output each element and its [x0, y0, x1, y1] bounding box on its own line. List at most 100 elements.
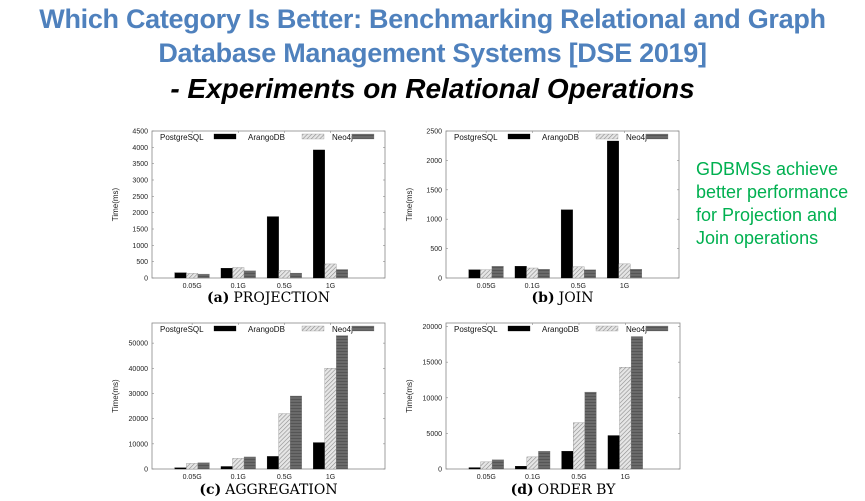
bar-arangodb-0_5g: [573, 422, 585, 470]
y-tick-label: 1000: [426, 217, 442, 224]
y-tick-label: 20000: [423, 324, 443, 331]
bar-arangodb-0_05g: [480, 461, 493, 470]
y-axis-label: Time(ms): [111, 187, 120, 221]
bar-neo4j-0_1g: [537, 269, 550, 279]
legend-label-neo4j: Neo4j: [332, 133, 353, 142]
plot-frame: [151, 322, 386, 470]
bar-arangodb-1g: [324, 263, 337, 279]
bar-arangodb-0_05g: [480, 269, 493, 279]
bar-postgresql-0_1g: [220, 268, 233, 279]
bar-neo4j-0_5g: [290, 272, 302, 279]
conclusion-note: GDBMSs achieve better performance for Pr…: [696, 158, 848, 250]
caption-letter: (b): [532, 290, 555, 306]
note-line: Join operations: [696, 228, 819, 248]
x-tick-label: 0.1G: [525, 474, 540, 481]
x-tick-label: 1G: [326, 474, 335, 481]
bar-neo4j-0_05g: [197, 273, 210, 279]
chart-caption: (b) JOIN: [532, 290, 594, 306]
bar-postgresql-0_05g: [468, 269, 481, 279]
bar-postgresql-0_05g: [174, 272, 187, 279]
bar-neo4j-0_05g: [197, 462, 210, 470]
legend-swatch-neo4j: [351, 133, 375, 140]
x-tick-label: 0.5G: [571, 283, 586, 290]
y-tick-label: 40000: [129, 366, 149, 373]
y-tick-label: 10000: [423, 395, 443, 402]
bar-postgresql-0_5g: [560, 209, 573, 279]
y-tick-label: 2000: [132, 210, 148, 217]
caption-text: ORDER BY: [538, 482, 616, 498]
bar-arangodb-0_5g: [278, 413, 291, 470]
bar-neo4j-0_5g: [290, 395, 302, 470]
bar-neo4j-1g: [336, 269, 349, 279]
bar-arangodb-1g: [324, 368, 337, 470]
bar-postgresql-0_1g: [220, 466, 233, 470]
y-tick-label: 2500: [132, 194, 148, 201]
legend-swatch-postgresql: [507, 133, 531, 140]
y-tick-label: 4000: [132, 145, 148, 152]
y-tick-label: 0: [144, 276, 148, 283]
y-tick-label: 30000: [129, 391, 149, 398]
y-tick-label: 4500: [132, 129, 148, 136]
legend-swatch-arangodb: [595, 133, 619, 140]
bar-postgresql-0_05g: [468, 467, 481, 470]
bar-arangodb-1g: [619, 367, 632, 470]
bar-arangodb-1g: [618, 263, 631, 279]
note-line: GDBMSs achieve: [696, 159, 839, 179]
chart-caption: (a) PROJECTION: [207, 290, 330, 306]
bar-neo4j-1g: [336, 335, 349, 470]
bar-neo4j-0_1g: [243, 270, 256, 279]
y-tick-label: 10000: [129, 441, 149, 448]
y-tick-label: 50000: [129, 341, 149, 348]
bar-arangodb-0_1g: [526, 456, 539, 470]
y-tick-label: 2500: [426, 129, 442, 136]
legend-label-arangodb: ArangoDB: [542, 133, 579, 142]
x-tick-label: 0.1G: [525, 283, 540, 290]
bar-postgresql-1g: [607, 435, 620, 470]
legend-label-postgresql: PostgreSQL: [454, 325, 498, 334]
chart-panel-projection: 0 500 1000 1500 2000 2500 3000 3500 4000 4500 Time…: [111, 129, 386, 306]
legend-swatch-postgresql: [507, 325, 531, 332]
y-tick-label: 1000: [132, 243, 148, 250]
x-tick-label: 0.5G: [277, 474, 292, 481]
y-tick-label: 1500: [426, 187, 442, 194]
legend-swatch-neo4j: [351, 325, 375, 332]
x-tick-label: 0.5G: [277, 283, 292, 290]
legend-swatch-postgresql: [213, 325, 237, 332]
bar-postgresql-1g: [313, 149, 325, 279]
bar-postgresql-0_5g: [561, 451, 574, 470]
y-tick-label: 1500: [132, 227, 148, 234]
caption-letter: (d): [511, 482, 534, 498]
legend-label-postgresql: PostgreSQL: [160, 133, 204, 142]
bar-postgresql-0_5g: [266, 216, 279, 279]
note-line: for Projection and: [696, 205, 838, 225]
bar-postgresql-0_05g: [174, 467, 187, 470]
legend-label-arangodb: ArangoDB: [248, 325, 285, 334]
caption-letter: (c): [199, 482, 221, 498]
x-tick-label: 0.05G: [477, 283, 496, 290]
y-tick-label: 15000: [423, 360, 443, 367]
bar-arangodb-0_5g: [572, 266, 585, 279]
legend-label-neo4j: Neo4j: [626, 325, 647, 334]
bar-neo4j-0_1g: [538, 451, 551, 470]
y-tick-label: 0: [144, 467, 148, 474]
x-tick-label: 1G: [620, 283, 629, 290]
legend-label-neo4j: Neo4j: [626, 133, 647, 142]
y-tick-label: 500: [136, 259, 148, 266]
bar-arangodb-0_05g: [186, 273, 199, 279]
bar-postgresql-0_5g: [266, 456, 279, 470]
y-tick-label: 5000: [426, 431, 442, 438]
y-tick-label: 500: [430, 246, 442, 253]
note-line: better performance: [696, 182, 849, 202]
chart-panel-order-by: 0 5000 10000 15000 20000 Time(ms) 0.05G 0.1G 0.5…: [405, 322, 681, 498]
slide-title-line-2: Database Management Systems [DSE 2019]: [158, 38, 707, 68]
y-tick-label: 20000: [129, 416, 149, 423]
bar-arangodb-0_05g: [186, 463, 199, 470]
caption-letter: (a): [207, 290, 229, 306]
legend-label-arangodb: ArangoDB: [542, 325, 579, 334]
legend-label-arangodb: ArangoDB: [248, 133, 285, 142]
bar-postgresql-1g: [607, 140, 619, 279]
chart-panel-join: 0 500 1000 1500 2000 2500 Time(ms) 0.05G 0.1G 0.5…: [405, 129, 680, 306]
y-tick-label: 2000: [426, 158, 442, 165]
x-tick-label: 0.1G: [231, 283, 246, 290]
